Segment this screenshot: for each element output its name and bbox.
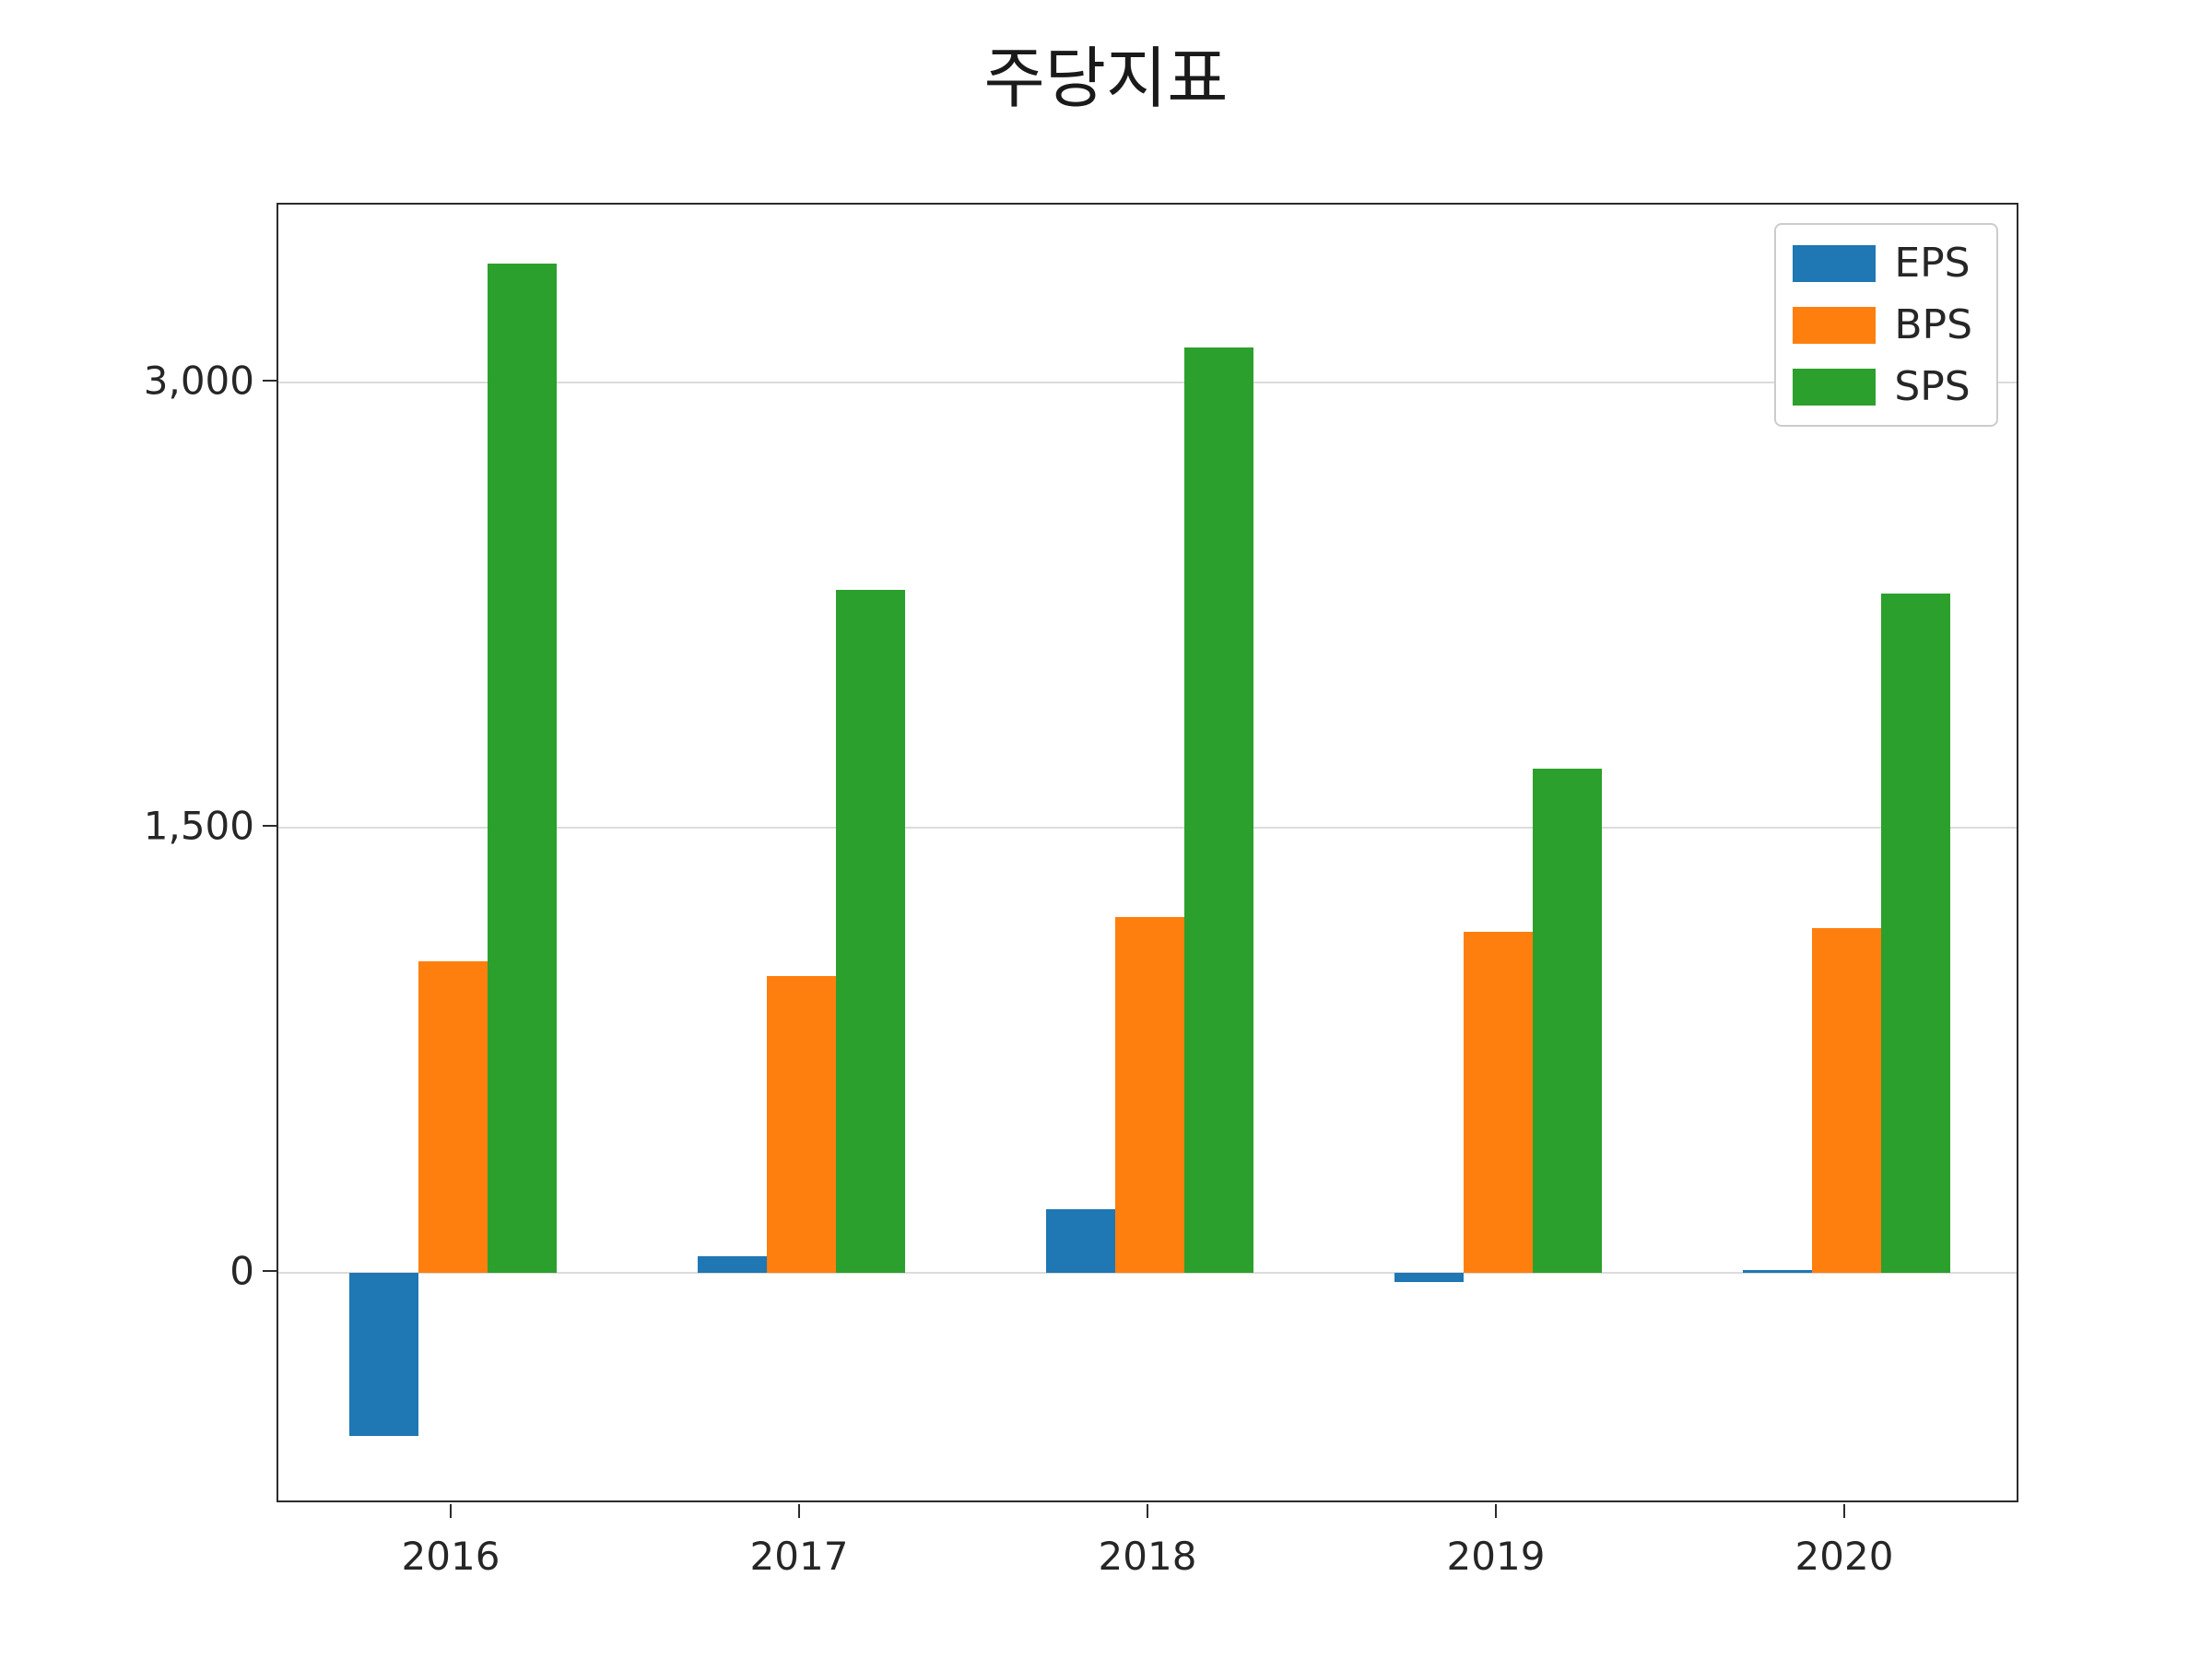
bar-sps-2020 bbox=[1880, 593, 1950, 1273]
bar-bps-2016 bbox=[418, 960, 488, 1273]
legend: EPS BPS SPS bbox=[1774, 223, 1998, 427]
gridline-y-3000 bbox=[278, 382, 2017, 384]
x-tick-label-2020: 2020 bbox=[1794, 1534, 1894, 1579]
y-tick-mark-3000 bbox=[263, 380, 276, 382]
x-tick-label-2016: 2016 bbox=[401, 1534, 500, 1579]
bar-sps-2019 bbox=[1532, 768, 1602, 1273]
bar-sps-2016 bbox=[487, 264, 557, 1273]
legend-label-bps: BPS bbox=[1894, 301, 1972, 348]
chart-title: 주당지표 bbox=[983, 40, 1229, 117]
bar-sps-2018 bbox=[1183, 347, 1253, 1273]
x-tick-label-2018: 2018 bbox=[1098, 1534, 1197, 1579]
plot-area: EPS BPS SPS bbox=[276, 203, 2018, 1502]
bar-eps-2018 bbox=[1045, 1208, 1115, 1273]
bar-bps-2018 bbox=[1114, 916, 1184, 1273]
bar-eps-2020 bbox=[1742, 1269, 1812, 1273]
bar-eps-2019 bbox=[1394, 1272, 1464, 1282]
x-tick-mark-2019 bbox=[1495, 1504, 1497, 1518]
x-tick-mark-2020 bbox=[1843, 1504, 1845, 1518]
bar-eps-2016 bbox=[348, 1272, 418, 1436]
bar-bps-2019 bbox=[1463, 931, 1533, 1273]
x-tick-mark-2017 bbox=[798, 1504, 800, 1518]
y-tick-mark-1500 bbox=[263, 825, 276, 828]
bar-eps-2017 bbox=[697, 1256, 767, 1273]
bar-sps-2017 bbox=[835, 590, 905, 1273]
sps-swatch-icon bbox=[1793, 368, 1877, 406]
legend-item-bps: BPS bbox=[1793, 301, 1972, 348]
x-tick-mark-2018 bbox=[1147, 1504, 1148, 1518]
x-tick-mark-2016 bbox=[450, 1504, 452, 1518]
x-tick-label-2017: 2017 bbox=[749, 1534, 849, 1579]
legend-label-sps: SPS bbox=[1894, 363, 1971, 410]
bps-swatch-icon bbox=[1793, 306, 1877, 344]
y-tick-label-1500: 1,500 bbox=[143, 803, 254, 849]
bar-bps-2020 bbox=[1811, 928, 1881, 1273]
y-tick-label-0: 0 bbox=[229, 1248, 254, 1294]
y-tick-mark-0 bbox=[263, 1269, 276, 1272]
gridline-y-0 bbox=[278, 1271, 2017, 1274]
y-tick-label-3000: 3,000 bbox=[143, 358, 254, 404]
legend-item-sps: SPS bbox=[1793, 363, 1972, 410]
x-tick-label-2019: 2019 bbox=[1446, 1534, 1546, 1579]
eps-swatch-icon bbox=[1793, 244, 1877, 282]
gridline-y-1500 bbox=[278, 827, 2017, 830]
legend-item-eps: EPS bbox=[1793, 240, 1972, 287]
bar-bps-2017 bbox=[766, 975, 836, 1273]
legend-label-eps: EPS bbox=[1894, 240, 1971, 287]
